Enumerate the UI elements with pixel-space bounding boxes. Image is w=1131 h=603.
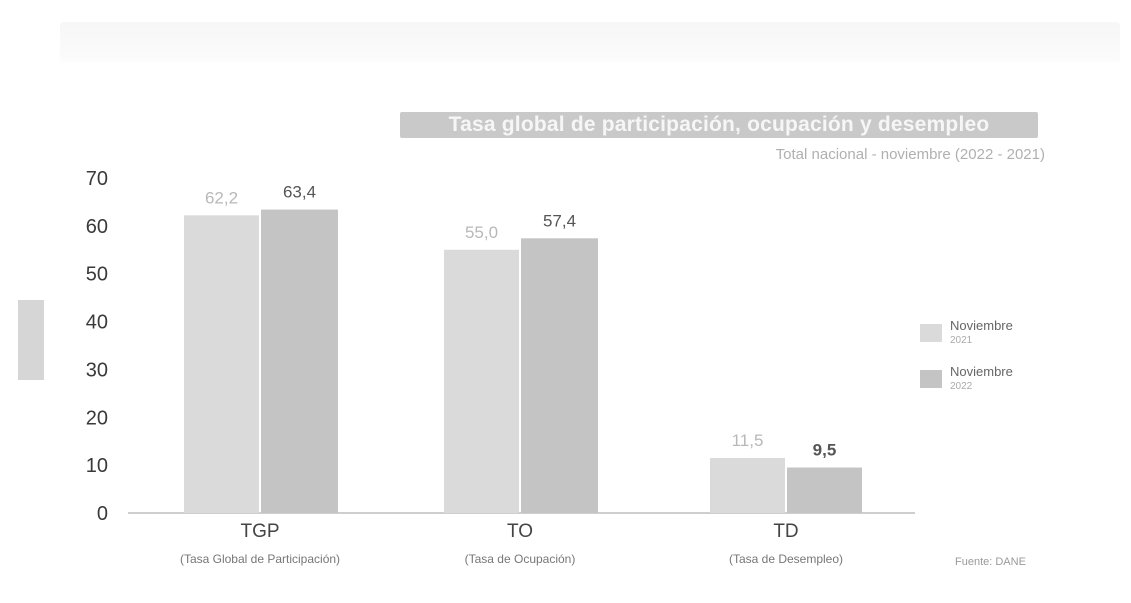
x-tick-label: TGP xyxy=(240,521,279,542)
y-tick-label: 10 xyxy=(86,455,108,477)
chart-subtitle: Total nacional - noviembre (2022 - 2021) xyxy=(775,146,1045,163)
y-tick-label: 40 xyxy=(86,312,108,334)
bar-to-2022 xyxy=(521,238,598,514)
x-tick-description: (Tasa de Desempleo) xyxy=(729,552,843,566)
legend-label-2022: Noviembre xyxy=(950,364,1013,379)
chart-title: Tasa global de participación, ocupación … xyxy=(448,113,990,136)
bar-tgp-2022 xyxy=(261,209,338,514)
y-tick-label: 20 xyxy=(86,407,108,429)
x-tick-description: (Tasa de Ocupación) xyxy=(465,552,576,566)
data-label: 57,4 xyxy=(543,211,576,230)
chart-title-band: Tasa global de participación, ocupación … xyxy=(400,112,1038,138)
bar-tgp-2021 xyxy=(184,215,259,514)
chart-legend: Noviembre 2021 Noviembre 2022 xyxy=(920,318,1040,410)
data-label: 63,4 xyxy=(283,183,316,202)
data-label: 62,2 xyxy=(205,188,238,207)
bar-to-2021 xyxy=(444,249,519,514)
x-tick-description: (Tasa Global de Participación) xyxy=(180,552,340,566)
x-tick-label: TO xyxy=(507,521,533,542)
legend-swatch-2022 xyxy=(920,370,942,388)
y-tick-label: 50 xyxy=(86,264,108,286)
data-label: 9,5 xyxy=(813,441,837,460)
y-tick-label: 60 xyxy=(86,216,108,238)
legend-year-2021: 2021 xyxy=(950,335,973,346)
x-tick-label: TD xyxy=(773,521,798,542)
y-tick-label: 70 xyxy=(86,168,108,190)
legend-swatch-2021 xyxy=(920,324,942,342)
legend-item-2021: Noviembre 2021 xyxy=(920,318,1040,348)
legend-item-2022: Noviembre 2022 xyxy=(920,364,1040,394)
y-axis-label-box xyxy=(18,300,44,380)
chart-source: Fuente: DANE xyxy=(955,556,1026,568)
data-label: 55,0 xyxy=(465,223,498,242)
bar-td-2021 xyxy=(710,457,785,513)
blurred-header-text xyxy=(60,22,1120,62)
data-label: 11,5 xyxy=(732,431,764,450)
legend-year-2022: 2022 xyxy=(950,381,973,392)
bar-td-2022 xyxy=(787,467,862,513)
legend-label-2021: Noviembre xyxy=(950,318,1013,333)
y-tick-label: 30 xyxy=(86,359,108,381)
y-tick-label: 0 xyxy=(97,503,108,525)
